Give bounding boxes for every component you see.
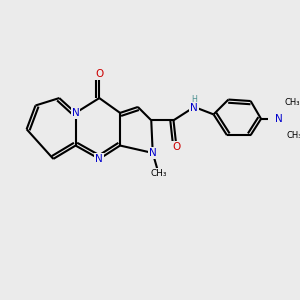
Text: CH₃: CH₃ xyxy=(286,131,300,140)
Text: O: O xyxy=(95,69,103,79)
Text: CH₃: CH₃ xyxy=(150,169,167,178)
Text: N: N xyxy=(190,103,198,113)
Text: N: N xyxy=(149,148,157,158)
Text: CH₃: CH₃ xyxy=(285,98,300,107)
Text: N: N xyxy=(275,114,283,124)
Text: N: N xyxy=(95,154,103,164)
Text: N: N xyxy=(72,108,80,118)
Text: H: H xyxy=(191,95,197,104)
Text: O: O xyxy=(172,142,181,152)
